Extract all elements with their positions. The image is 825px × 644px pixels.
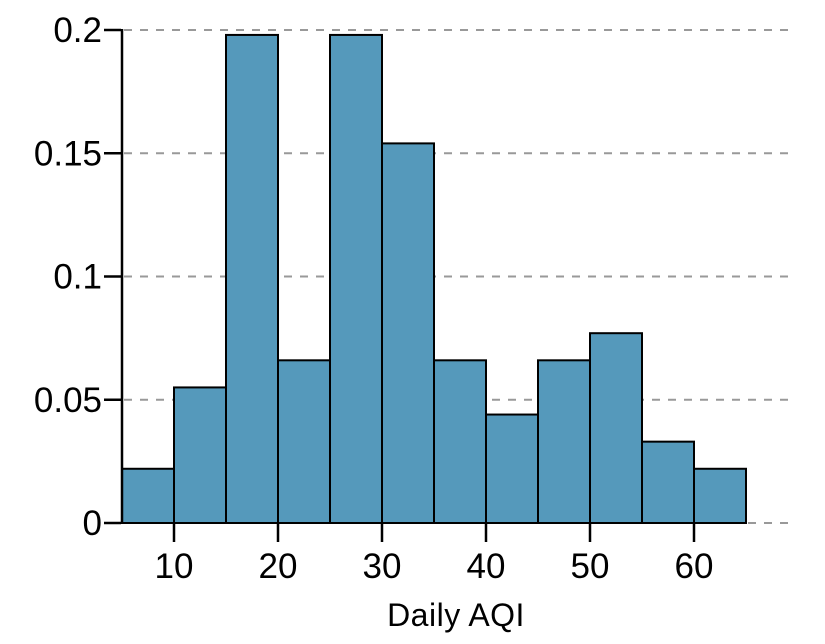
x-tick-label: 40 [467,547,506,586]
histogram-bar [693,467,747,524]
histogram-bar [433,359,487,524]
histogram-bar [485,413,539,525]
histogram-bar [173,386,227,524]
histogram-bar [121,467,175,524]
x-axis-title: Daily AQI [387,597,525,633]
y-tick-label: 0.15 [34,134,102,173]
histogram-bar [589,332,643,524]
x-tick-label: 10 [155,547,194,586]
y-tick-label: 0 [83,504,102,543]
x-tick-label: 60 [675,547,714,586]
histogram-bar [329,33,383,525]
histogram-bar [537,359,591,524]
histogram-bar [381,142,435,524]
x-tick-label: 50 [571,547,610,586]
histogram-bar [277,359,331,524]
y-tick-label: 0.2 [53,11,102,50]
histogram-bar [641,440,695,524]
y-tick-label: 0.1 [53,258,102,297]
histogram-bar [225,33,279,525]
y-tick-label: 0.05 [34,381,102,420]
x-tick-label: 20 [259,547,298,586]
x-tick-label: 30 [363,547,402,586]
